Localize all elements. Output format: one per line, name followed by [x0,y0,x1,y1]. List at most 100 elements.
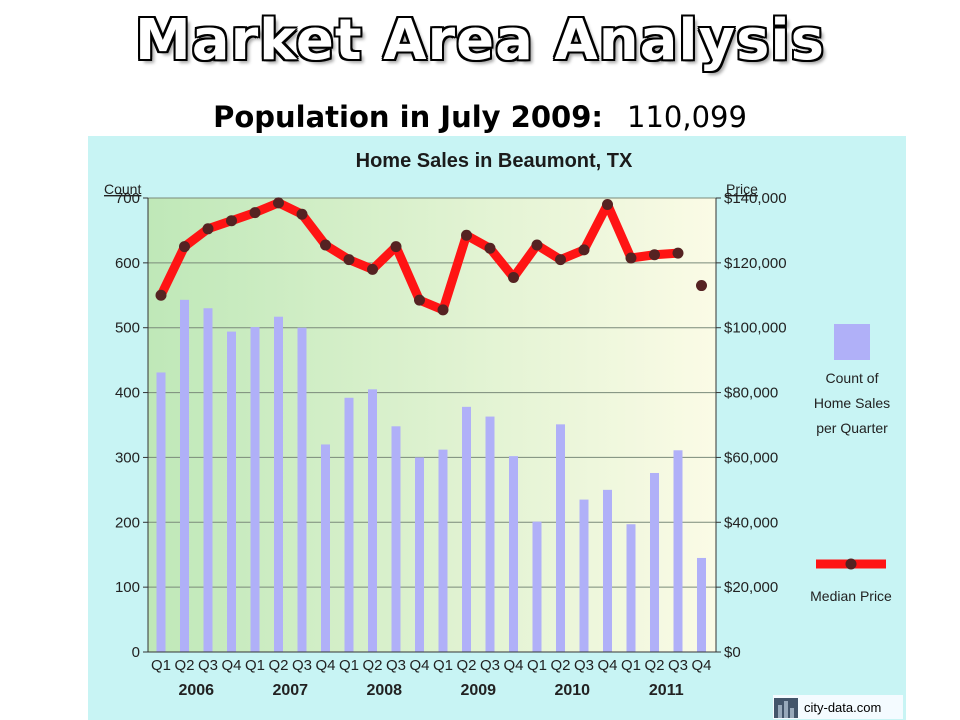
count-bar [368,389,377,652]
price-marker [484,242,496,254]
right-tick-label: $60,000 [724,449,778,466]
quarter-label: Q4 [315,657,335,674]
count-bar [297,327,307,652]
chart-panel: Home Sales in Beaumont, TX Count Price 0… [88,136,906,720]
price-marker [696,280,707,292]
right-tick-label: $0 [724,644,741,661]
count-bar [180,299,189,652]
price-marker [367,263,378,275]
right-tick-label: $100,000 [724,320,787,337]
legend-label-count: Count of [826,370,879,386]
price-marker [249,207,261,219]
quarter-label: Q4 [221,657,241,674]
price-marker [202,223,214,235]
price-marker [343,254,355,266]
price-marker [155,289,167,301]
price-marker [555,254,566,266]
price-marker [461,229,472,241]
legend-swatch-count [834,324,870,360]
price-marker [179,241,190,253]
year-label: 2008 [366,682,402,699]
count-bar [274,316,283,652]
population-label: Population in July 2009: [213,100,603,134]
left-axis-label: Count [104,181,141,197]
watermark-text: city-data.com [804,700,881,715]
left-tick-label: 0 [132,644,140,661]
right-tick-label: $140,000 [724,190,787,207]
price-marker [508,271,519,283]
chart-title: Home Sales in Beaumont, TX [356,150,633,172]
median-price-line [155,197,707,316]
year-label: 2006 [178,682,214,699]
quarter-label: Q3 [480,657,500,674]
price-marker [437,304,449,316]
left-tick-label: 400 [115,385,140,402]
quarter-label: Q1 [339,657,359,674]
left-tick-label: 500 [115,320,140,337]
price-marker [414,294,425,306]
quarter-label: Q2 [268,657,288,674]
price-marker [273,197,284,209]
quarter-label: Q3 [668,657,688,674]
price-marker [226,215,237,227]
year-label: 2011 [649,682,684,699]
quarter-label: Q4 [409,657,429,674]
count-bars [156,299,706,652]
quarter-label: Q4 [503,657,523,674]
left-tick-label: 200 [115,514,140,531]
price-marker [390,241,402,253]
quarter-label: Q2 [456,657,476,674]
right-axis-label: Price [726,181,758,197]
year-label: 2009 [460,682,496,699]
quarter-label: Q4 [597,657,617,674]
count-bar [203,308,213,652]
count-bar [321,444,330,652]
quarter-label: Q2 [644,657,664,674]
quarter-label: Q1 [433,657,453,674]
plot-area [148,198,716,652]
right-tick-label: $20,000 [724,579,778,596]
legend-label-count: per Quarter [816,420,888,436]
count-bar [391,426,401,652]
quarter-label: Q3 [574,657,594,674]
year-label: 2010 [554,682,590,699]
count-bar [532,521,542,652]
city-data-watermark: city-data.com [773,695,903,719]
slide-title: Market Area Analysis [135,8,825,73]
count-bar [250,327,260,652]
count-bar [556,424,565,652]
left-tick-label: 300 [115,449,140,466]
subtitle: Population in July 2009: 110,099 [0,100,960,134]
year-label: 2007 [272,682,308,699]
axes: 0 100 200 300 400 500 600 700 $0 $20,000 $40,000 $6… [115,190,787,699]
count-bar [673,450,683,652]
quarter-label: Q3 [198,657,218,674]
legend-label-price: Median Price [810,588,892,604]
count-bar [462,406,471,652]
left-tick-label: 700 [115,190,140,207]
count-bar [485,416,495,652]
count-bar [438,449,448,652]
count-bar [603,489,612,652]
count-bar [344,397,354,652]
right-tick-label: $80,000 [724,385,778,402]
population-value: 110,099 [627,100,747,134]
legend-swatch-price-marker [845,558,857,570]
count-bar [650,472,659,652]
quarter-label: Q3 [292,657,312,674]
count-bar [626,524,636,652]
quarter-label: Q4 [691,657,711,674]
quarter-label: Q1 [527,657,547,674]
home-sales-chart: Home Sales in Beaumont, TX Count Price 0… [88,136,906,720]
quarter-label: Q1 [151,657,171,674]
legend-label-count: Home Sales [814,395,890,411]
quarter-label: Q3 [386,657,406,674]
price-marker [578,244,590,256]
quarter-label: Q2 [550,657,570,674]
count-bar [415,457,424,652]
right-tick-label: $40,000 [724,514,778,531]
legend: Count of Home Sales per Quarter Median Pric… [810,324,892,604]
price-marker [531,239,543,251]
count-bar [509,456,518,652]
price-marker [296,208,308,220]
